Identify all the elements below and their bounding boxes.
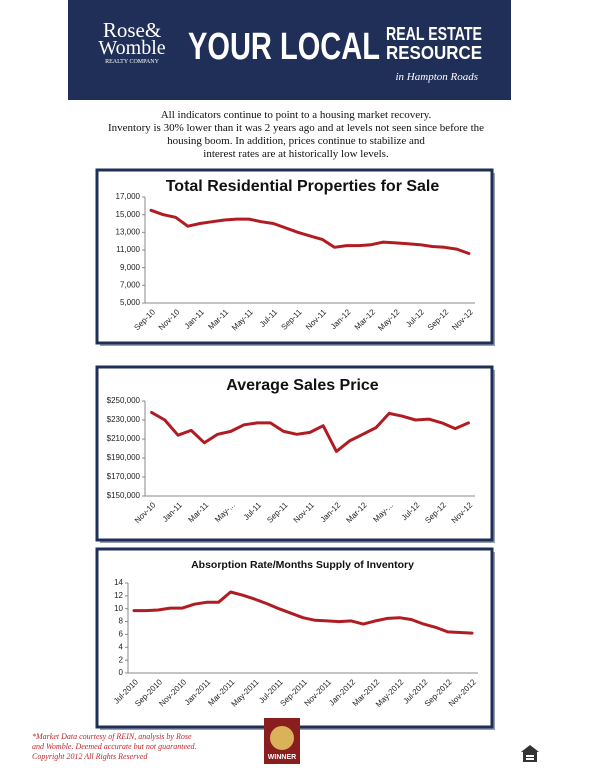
award-seal bbox=[270, 726, 294, 750]
y-tick-label: $230,000 bbox=[107, 415, 141, 424]
y-tick-label: 7,000 bbox=[120, 280, 141, 289]
y-tick-label: $250,000 bbox=[107, 396, 141, 405]
y-tick-label: 2 bbox=[119, 655, 124, 664]
logo-bottom: Womble bbox=[98, 37, 165, 59]
chart-title: Average Sales Price bbox=[226, 377, 379, 394]
y-tick-label: 11,000 bbox=[116, 245, 140, 254]
chart-title: Absorption Rate/Months Supply of Invento… bbox=[191, 559, 414, 571]
badge-text: WINNER bbox=[268, 754, 296, 761]
y-tick-label: 12 bbox=[114, 591, 123, 600]
footer-line: Copyright 2012 All Rights Reserved bbox=[32, 752, 148, 761]
y-tick-label: 14 bbox=[114, 578, 123, 587]
intro-line: All indicators continue to point to a ho… bbox=[161, 109, 432, 121]
header-banner bbox=[68, 0, 511, 100]
y-tick-label: 0 bbox=[119, 668, 124, 677]
intro-line: Inventory is 30% lower than it was 2 yea… bbox=[108, 122, 484, 134]
data-line bbox=[150, 410, 470, 453]
intro-line: interest rates are at historically low l… bbox=[203, 148, 389, 160]
y-tick-label: $170,000 bbox=[107, 472, 141, 481]
charts: Total Residential Properties for Sale 5,0… bbox=[95, 168, 495, 730]
equal-housing-logo bbox=[521, 745, 539, 762]
chart-title: Total Residential Properties for Sale bbox=[166, 178, 440, 195]
y-tick-label: 10 bbox=[114, 604, 123, 613]
footer-line: and Womble. Deemed accurate but not guar… bbox=[32, 742, 197, 751]
headline: YOUR LOCAL bbox=[188, 26, 380, 68]
logo-sub: REALTY COMPANY bbox=[105, 59, 160, 65]
intro-line: housing boom. In addition, prices contin… bbox=[167, 135, 425, 147]
y-tick-label: $210,000 bbox=[107, 434, 141, 443]
y-tick-label: 13,000 bbox=[116, 227, 141, 236]
data-line bbox=[149, 208, 471, 255]
headline-right: REAL ESTATE bbox=[386, 24, 482, 44]
tagline: in Hampton Roads bbox=[396, 71, 479, 83]
data-line bbox=[132, 590, 474, 635]
y-tick-label: 6 bbox=[119, 630, 124, 639]
y-tick-label: 8 bbox=[119, 617, 124, 626]
y-tick-label: $150,000 bbox=[107, 491, 141, 500]
logo-top: Rose& bbox=[103, 18, 161, 42]
y-tick-label: 15,000 bbox=[116, 210, 141, 219]
footer-line: *Market Data courtesy of REIN, analysis … bbox=[32, 732, 192, 741]
chart-frame bbox=[95, 168, 494, 345]
headline-right: RESOURCE bbox=[386, 43, 482, 63]
chart-frame bbox=[95, 547, 494, 729]
y-tick-label: 5,000 bbox=[120, 298, 141, 307]
y-tick-label: 4 bbox=[119, 642, 124, 651]
y-tick-label: 17,000 bbox=[116, 192, 141, 201]
chart-frame bbox=[95, 365, 494, 542]
y-tick-label: $190,000 bbox=[107, 453, 141, 462]
y-tick-label: 9,000 bbox=[120, 263, 141, 272]
